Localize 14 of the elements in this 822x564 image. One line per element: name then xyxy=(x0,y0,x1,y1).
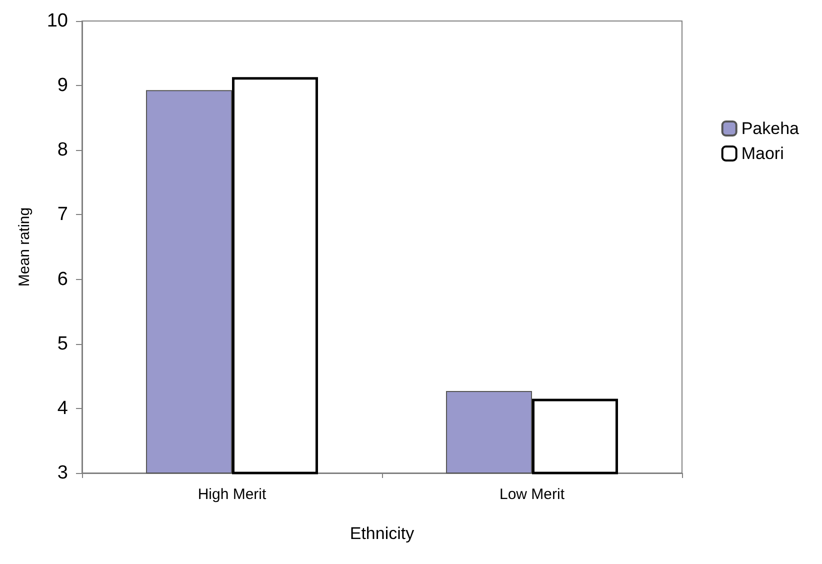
y-tick-label: 5 xyxy=(57,333,68,354)
legend-label: Maori xyxy=(741,144,784,163)
y-tick-label: 9 xyxy=(57,75,68,96)
x-tick-label: High Merit xyxy=(198,486,267,503)
y-tick-label: 10 xyxy=(46,10,68,32)
legend-label: Pakeha xyxy=(741,119,800,138)
y-tick-label: 7 xyxy=(57,204,68,226)
y-axis-title: Mean rating xyxy=(16,207,33,287)
y-tick-label: 8 xyxy=(57,140,68,161)
y-tick-label: 6 xyxy=(57,268,68,290)
x-axis-title: Ethnicity xyxy=(350,524,415,543)
y-tick-label: 4 xyxy=(57,398,68,419)
x-tick-label: Low Merit xyxy=(499,486,566,503)
y-tick-label: 3 xyxy=(57,462,68,484)
